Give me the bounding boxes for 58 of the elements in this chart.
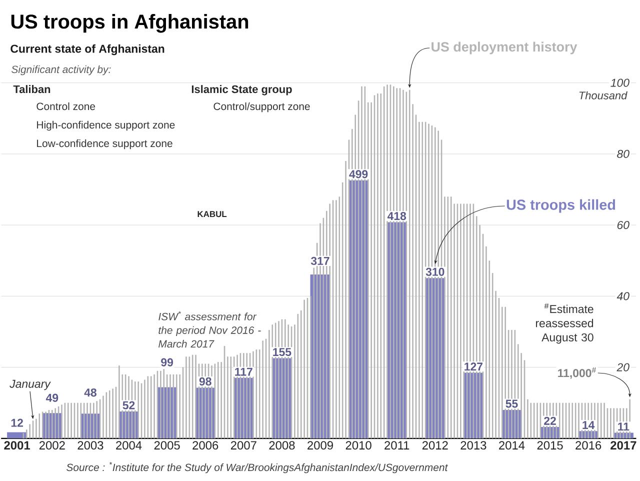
- bar: [7, 432, 28, 438]
- annotation: Islamic State group: [192, 85, 292, 96]
- data-label: 52: [122, 401, 135, 410]
- y-tick-label: 40: [616, 292, 630, 300]
- data-label: 55: [506, 400, 518, 408]
- annotation: January: [10, 380, 51, 390]
- x-tick-label: 2017: [610, 441, 636, 450]
- text: US deployment history: [432, 42, 578, 54]
- data-label: 98: [199, 377, 212, 386]
- y-axis-title: Thousand: [579, 91, 628, 100]
- annotation: High-confidence support zone: [37, 120, 175, 131]
- annotation: 11,000$^{#}$: [558, 367, 596, 379]
- source-note: Source : $^{*}$Institute for the Study of War/BrookingsAfghanistanIndex/USgovernment: [66, 462, 448, 474]
- annotation: ISW$^{*}$ assessment for the period Nov 2016 - March 2017: [158, 311, 261, 348]
- data-label: 14: [582, 421, 595, 429]
- x-tick-label: 2008: [269, 441, 295, 450]
- x-tick-label: 2005: [154, 441, 180, 450]
- data-label: 12: [11, 418, 23, 427]
- x-tick-label: 2002: [39, 441, 65, 450]
- x-tick-label: 2007: [230, 441, 256, 450]
- data-label: 127: [464, 362, 482, 371]
- data-label: 418: [387, 212, 406, 220]
- x-tick-label: 2006: [192, 441, 218, 450]
- x-tick-label: 2012: [422, 441, 448, 450]
- x-tick-label: 2015: [537, 441, 563, 450]
- x-tick-label: 2009: [308, 441, 333, 450]
- y-tick-label: 80: [617, 150, 630, 158]
- x-tick-label: 2004: [116, 441, 142, 450]
- data-label: 317: [310, 256, 330, 266]
- data-label: 99: [161, 358, 173, 366]
- data-label: 499: [349, 170, 368, 178]
- x-tick-label: 2013: [460, 441, 486, 450]
- y-tick-label: 20: [616, 363, 630, 372]
- annotation: $^{#}$Estimate reassessed August 30: [536, 303, 594, 344]
- x-tick-label: 2014: [499, 441, 525, 450]
- data-label: 310: [426, 268, 444, 276]
- text: US troops killed: [506, 199, 616, 213]
- chart-title: US troops in Afghanistan: [11, 14, 248, 33]
- text: Significant activity by:: [11, 65, 111, 76]
- x-tick-label: 2011: [384, 441, 410, 450]
- y-tick-label: 100: [610, 78, 630, 87]
- annotation: Control/support zone: [214, 102, 310, 112]
- y-tick-label: 60: [617, 220, 630, 230]
- data-label: 48: [84, 388, 96, 397]
- x-tick-label: 2003: [78, 441, 104, 450]
- data-label: 49: [46, 394, 58, 402]
- x-tick-label: 2010: [346, 441, 372, 450]
- data-label: 22: [544, 416, 556, 425]
- x-tick-label: 2001: [4, 441, 30, 450]
- data-label: 155: [273, 348, 292, 356]
- x-tick-label: 2016: [576, 441, 602, 450]
- annotation: Control zone: [36, 102, 96, 110]
- data-label: 11: [618, 422, 630, 431]
- annotation: Taliban: [13, 85, 50, 94]
- data-label: 117: [235, 368, 252, 376]
- annotation: KABUL: [198, 211, 227, 218]
- annotation: Low-confidence support zone: [37, 139, 172, 150]
- chart-subtitle: Current state of Afghanistan: [10, 44, 164, 56]
